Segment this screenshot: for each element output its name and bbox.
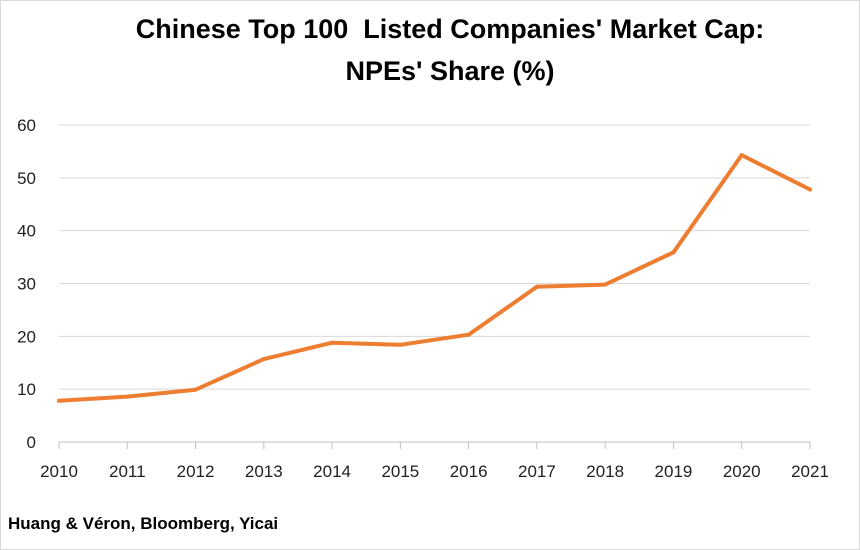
- chart-title-line-1: Chinese Top 100 Listed Companies' Market…: [135, 14, 765, 44]
- y-tick-label: 30: [17, 275, 36, 294]
- chart-title: Chinese Top 100 Listed Companies' Market…: [0, 8, 860, 92]
- series-layer: [57, 153, 812, 403]
- gridlines: [59, 124, 810, 390]
- y-tick-label: 10: [17, 380, 36, 399]
- x-tick-label: 2015: [381, 462, 419, 481]
- chart-title-line-2: NPEs' Share (%): [345, 56, 555, 86]
- data-point: [193, 387, 198, 392]
- data-point: [57, 398, 61, 403]
- data-point: [671, 250, 676, 255]
- y-tick-label: 60: [17, 116, 36, 135]
- y-tick-label: 20: [17, 327, 36, 346]
- y-tick-labels: 0 10 20 30 40 50 60: [17, 116, 36, 452]
- source-note: Huang & Véron, Bloomberg, Yicai: [8, 514, 279, 533]
- x-tick-label: 2019: [655, 462, 693, 481]
- x-axis: [58, 441, 811, 449]
- data-point: [330, 340, 335, 345]
- x-tick-label: 2012: [177, 462, 215, 481]
- data-point: [466, 332, 471, 337]
- x-tick-labels: 2010 2011 2012 2013 2014 2015 2016 2017 2018 2019…: [40, 462, 829, 481]
- series-line: [57, 153, 812, 403]
- x-tick-label: 2011: [109, 462, 146, 481]
- x-tick-label: 2020: [723, 462, 761, 481]
- data-point: [261, 357, 266, 362]
- data-point: [603, 282, 608, 287]
- data-point: [125, 394, 130, 399]
- y-tick-label: 0: [27, 433, 36, 452]
- x-tick-label: 2010: [40, 462, 78, 481]
- x-tick-label: 2013: [245, 462, 283, 481]
- data-point: [534, 284, 539, 289]
- x-tick-label: 2018: [586, 462, 624, 481]
- x-tick-label: 2017: [518, 462, 556, 481]
- y-tick-label: 40: [17, 222, 36, 241]
- data-point: [808, 187, 812, 192]
- y-tick-label: 50: [17, 169, 36, 188]
- data-point: [739, 153, 744, 158]
- x-tick-label: 2014: [313, 462, 351, 481]
- x-tick-label: 2021: [791, 462, 829, 481]
- data-point: [398, 342, 403, 347]
- x-tick-label: 2016: [450, 462, 488, 481]
